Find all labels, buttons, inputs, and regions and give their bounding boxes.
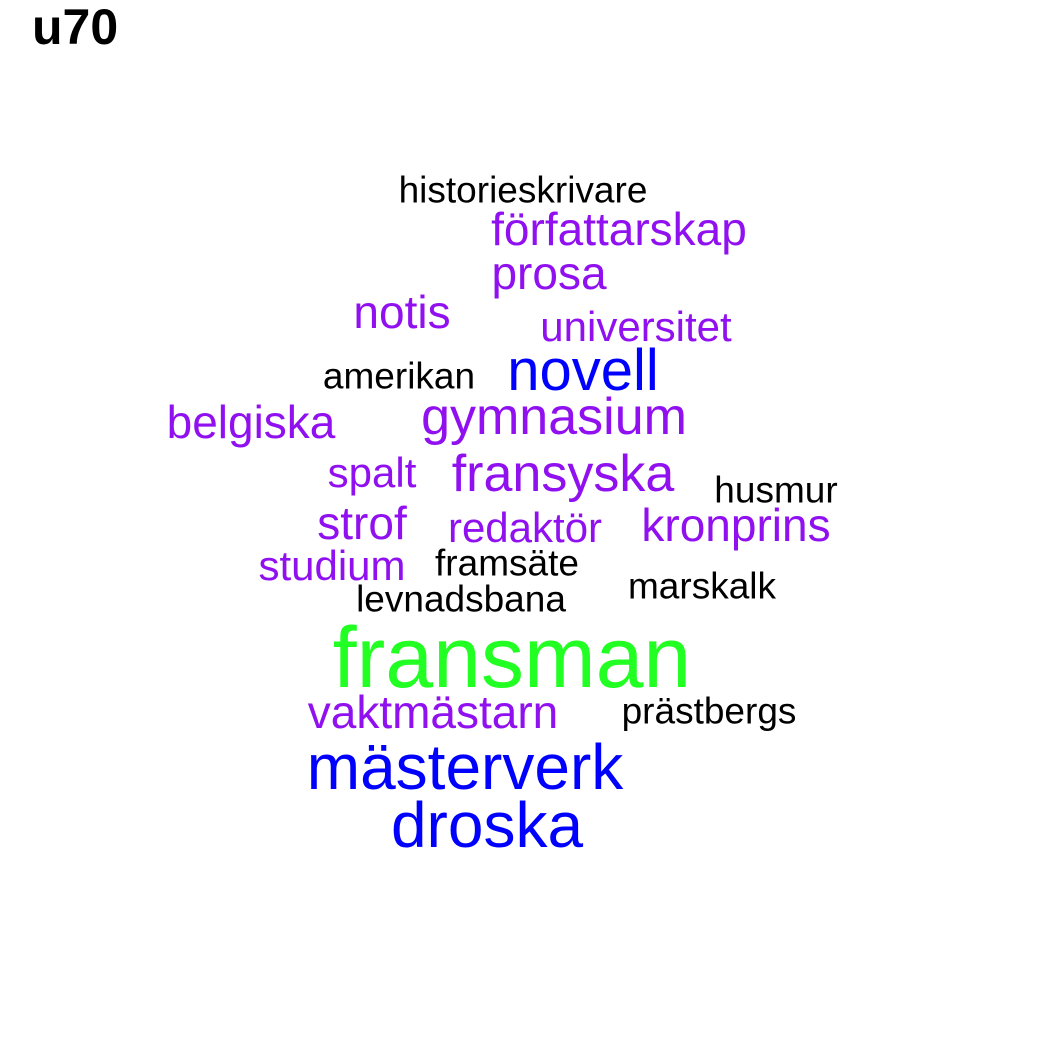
word-notis: notis <box>353 286 451 338</box>
word-prosa: prosa <box>491 247 607 299</box>
word-historieskrivare: historieskrivare <box>398 169 648 211</box>
word-amerikan: amerikan <box>322 355 476 397</box>
word-marskalk: marskalk <box>627 565 777 607</box>
word-strof: strof <box>317 497 407 549</box>
cloud-title: u70 <box>32 0 119 55</box>
word-novell: novell <box>507 338 659 403</box>
word-masterverk: mästerverk <box>306 731 624 803</box>
word-prastbergs: prästbergs <box>621 690 797 732</box>
word-fransyska: fransyska <box>451 445 675 503</box>
word-spalt: spalt <box>327 449 417 496</box>
word-levnadsbana: levnadsbana <box>356 578 566 620</box>
word-belgiska: belgiska <box>166 396 336 448</box>
word-kronprins: kronprins <box>641 499 831 551</box>
word-studium: studium <box>258 542 406 589</box>
word-universitet: universitet <box>540 303 732 350</box>
word-forfattarskap: författarskap <box>491 203 747 255</box>
word-gymnasium: gymnasium <box>421 388 687 446</box>
word-droska: droska <box>390 789 584 861</box>
word-vaktmastarn: vaktmästarn <box>307 686 559 738</box>
word-husmur: husmur <box>714 469 838 511</box>
word-framsate: framsäte <box>435 542 579 584</box>
word-redaktor: redaktör <box>447 504 603 551</box>
word-fransman: fransman <box>332 610 692 706</box>
